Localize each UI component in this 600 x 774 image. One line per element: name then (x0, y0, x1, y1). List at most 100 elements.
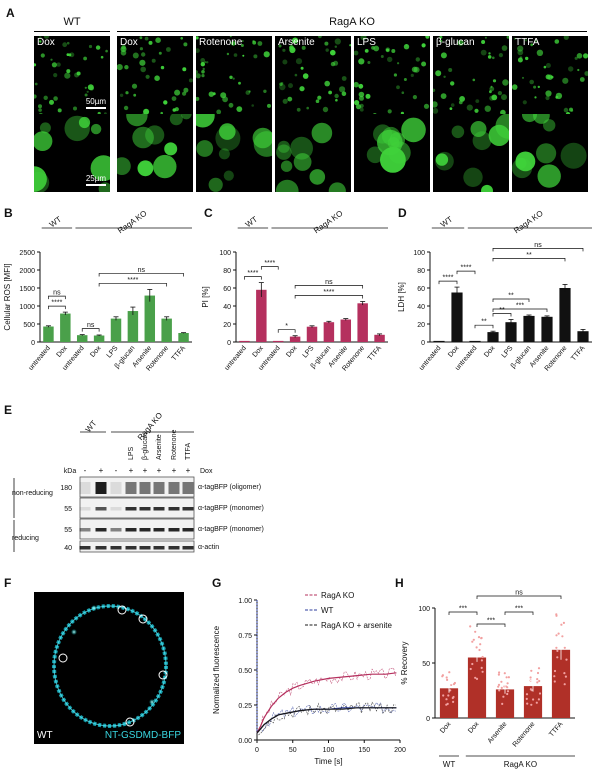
cell (78, 116, 91, 129)
dox-sign: + (99, 466, 104, 475)
cell (267, 103, 271, 108)
significance-label: **** (323, 289, 334, 296)
x-tick-label: Dox (89, 344, 103, 358)
cell (105, 49, 108, 53)
cell (40, 53, 45, 58)
cell (34, 131, 53, 151)
cell (38, 108, 42, 112)
y-axis-label: Normalized fluorescence (212, 625, 221, 714)
cell (412, 95, 417, 100)
bar (161, 318, 172, 342)
cell (241, 40, 244, 42)
data-point (477, 636, 481, 639)
cell (360, 36, 367, 41)
data-point (445, 698, 448, 701)
cell (537, 85, 540, 89)
blot-band (139, 507, 151, 511)
cell (282, 98, 288, 104)
x-tick-label: Dox (251, 344, 265, 358)
cell (380, 55, 384, 58)
cell (232, 77, 235, 80)
cell (139, 36, 143, 40)
cell (39, 40, 42, 43)
cell (218, 148, 230, 160)
cell (125, 91, 129, 95)
cell (522, 114, 537, 123)
cell (120, 50, 127, 56)
group-ko-line (117, 31, 587, 32)
significance-bracket (48, 305, 66, 310)
cell (200, 58, 206, 63)
x-tick-label: 100 (323, 747, 335, 754)
cell (373, 45, 380, 52)
data-point (526, 702, 529, 705)
significance-bracket (476, 623, 506, 627)
cell (387, 109, 392, 114)
legend-label: WT (321, 606, 334, 615)
fluorescent-cells (196, 36, 271, 116)
cell (83, 56, 87, 61)
y-tick-label: 0.50 (238, 668, 252, 675)
legend-label: RagA KO + arsenite (321, 621, 392, 630)
column-label: β-glucan (436, 37, 475, 48)
data-point (535, 701, 538, 704)
micro-image-zoom (275, 114, 351, 192)
bar (505, 322, 517, 342)
data-point (525, 693, 529, 696)
blot-band (79, 507, 91, 511)
cell (349, 44, 351, 47)
fit-line (256, 707, 397, 734)
cell (322, 106, 329, 113)
cell (403, 78, 407, 81)
cell (53, 96, 58, 101)
fluorescent-cells (34, 115, 110, 192)
cell (253, 54, 258, 59)
cell (140, 66, 146, 73)
data-point (445, 676, 448, 679)
y-tick-label: 100 (219, 250, 231, 257)
cell (517, 57, 523, 63)
cell (358, 83, 364, 89)
cell (300, 66, 304, 70)
cell (51, 62, 57, 68)
cell (433, 88, 436, 92)
significance-bracket (81, 328, 100, 332)
cell (293, 153, 312, 171)
fluorescent-cells (512, 36, 588, 116)
cell (501, 94, 507, 101)
bar (495, 689, 515, 718)
data-point (530, 669, 533, 672)
significance-label: ns (87, 322, 95, 329)
cell (492, 79, 497, 83)
x-tick-label: TTFA (548, 721, 565, 739)
panel-label-b: B (4, 206, 13, 220)
fluorescent-cells (34, 36, 108, 116)
data-point (450, 683, 453, 686)
cell (433, 101, 438, 108)
cell (457, 39, 464, 46)
significance-bracket (294, 285, 364, 289)
cell (280, 160, 293, 172)
band-label: α-tagBFP (oligomer) (198, 484, 261, 491)
cell (397, 62, 400, 65)
cell (181, 114, 192, 120)
data-point (506, 692, 509, 696)
data-point (536, 671, 540, 675)
cell (533, 85, 537, 89)
group-label-wt: WT (443, 760, 456, 769)
data-point (503, 672, 506, 675)
cell (439, 39, 443, 43)
x-tick-label: LPS (106, 345, 120, 360)
micro-image-overview: TTFA (512, 36, 588, 116)
cell (423, 103, 430, 109)
marker-180: 180 (60, 485, 72, 492)
x-tick-label: 50 (289, 747, 297, 754)
cell (472, 131, 492, 151)
cell (502, 79, 509, 86)
significance-label: **** (51, 300, 62, 307)
cell (472, 78, 476, 82)
cell (289, 45, 294, 51)
data-point (563, 683, 566, 686)
cell (68, 53, 72, 57)
cell (57, 108, 62, 113)
